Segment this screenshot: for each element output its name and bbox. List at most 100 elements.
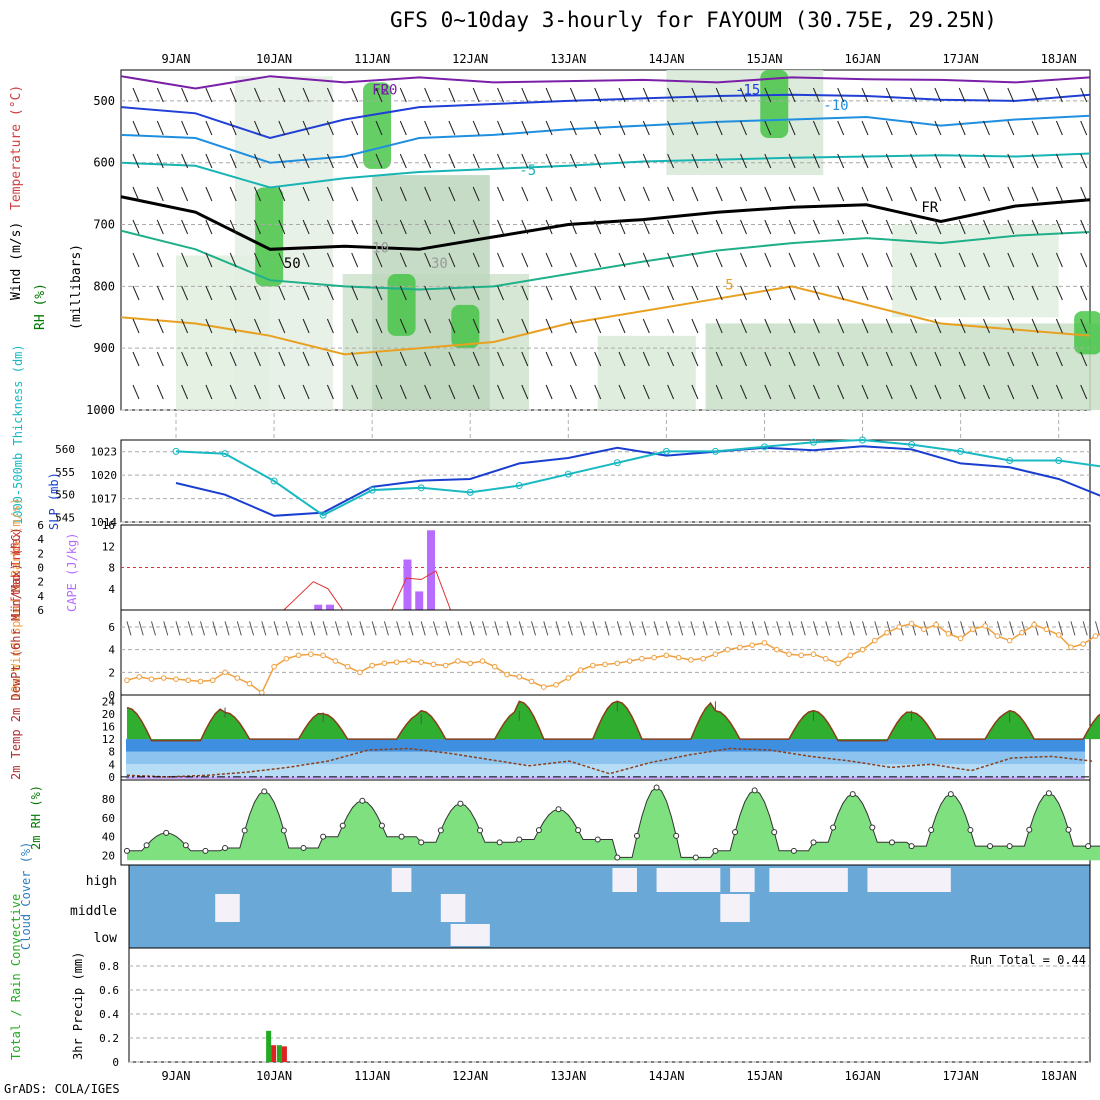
li-tick: 2 <box>37 547 44 560</box>
isotherm-0 <box>120 195 1091 251</box>
wind-barb <box>181 153 189 169</box>
precip-label: 3hr Precip (mm) <box>71 952 85 1060</box>
surface-wind-barb <box>138 621 144 636</box>
thickness-point <box>221 450 229 458</box>
surface-wind-barb <box>163 621 169 636</box>
wind-barb <box>618 252 626 268</box>
wind-barb <box>399 384 407 400</box>
surface-wind-barb <box>396 621 402 636</box>
wind-barb <box>764 351 772 367</box>
wind-barb <box>837 384 845 400</box>
wind-barb <box>448 384 456 400</box>
wind-barb <box>764 219 772 235</box>
wind-barb <box>910 285 918 301</box>
wind-speed-point <box>565 675 572 681</box>
slp-frame <box>120 439 1091 523</box>
wind-barb <box>788 120 796 136</box>
wind-barb <box>569 219 577 235</box>
wind-barb <box>642 186 650 202</box>
rh-core-area <box>387 274 416 336</box>
wind-barb <box>278 186 286 202</box>
rh-point <box>928 827 935 834</box>
cloud-block <box>656 868 721 892</box>
isotherm--20 <box>120 75 1091 90</box>
wind-barb <box>812 384 820 400</box>
wind-barb <box>497 351 504 367</box>
wind-barb <box>497 285 504 301</box>
wind-barb <box>1007 186 1015 202</box>
wind-barb <box>326 318 334 334</box>
wind-barb <box>885 186 893 202</box>
wind-barb <box>642 384 650 400</box>
x-tick-bottom: 13JAN <box>550 1069 586 1083</box>
wind-barb <box>983 285 990 301</box>
pressure-tick: 900 <box>93 341 115 355</box>
temp-band <box>126 751 1085 765</box>
wind-barb <box>326 87 334 103</box>
wind-speed-point <box>970 626 976 633</box>
temp-tick: 4 <box>108 758 115 771</box>
wind-barb <box>910 87 918 103</box>
grads-credit: GrADS: COLA/IGES <box>4 1082 120 1096</box>
wind-barb <box>375 186 383 202</box>
wind-barb <box>740 285 747 301</box>
rh-point <box>908 843 915 850</box>
cape-bar <box>415 591 424 610</box>
wind-barb <box>181 252 189 268</box>
dewpoint-line <box>126 747 1093 778</box>
rh-point <box>359 797 366 804</box>
precip-tick: 0.4 <box>99 1008 119 1021</box>
wind-barb <box>545 285 553 301</box>
wind-barb <box>424 186 432 202</box>
cape-tick: 4 <box>108 583 115 596</box>
thickness-point <box>613 459 621 467</box>
wind-barb <box>351 186 359 202</box>
wind-barb <box>1031 318 1039 334</box>
x-tick-bottom: 9JAN <box>162 1069 191 1083</box>
wind-barb <box>1031 186 1039 202</box>
x-tick-bottom: 14JAN <box>648 1069 684 1083</box>
wind-barb <box>618 153 626 169</box>
wind-barb <box>326 153 334 169</box>
rh-point <box>202 847 209 854</box>
wind-barb <box>885 285 893 301</box>
cloud-block <box>215 894 240 922</box>
wind-barb <box>472 219 480 235</box>
wind-speed-point <box>773 646 780 653</box>
wind-barb <box>156 252 164 268</box>
surface-wind-barb <box>849 621 855 636</box>
wind-barb <box>691 219 699 235</box>
pressure-tick: 700 <box>93 218 115 232</box>
wind-barb <box>618 384 626 400</box>
wind-barb <box>521 384 529 400</box>
wind-speed-point <box>173 676 179 682</box>
wind-barb <box>983 318 990 334</box>
wind-barb <box>375 219 383 235</box>
wind-barb <box>788 285 796 301</box>
rh-point <box>653 784 660 791</box>
surface-wind-barb <box>261 621 267 636</box>
wind-barb <box>351 285 359 301</box>
wind-barb <box>278 219 286 235</box>
surface-wind-barb <box>359 621 365 636</box>
rh-shade-area <box>597 335 696 410</box>
surface-wind-barb <box>580 621 586 636</box>
thickness-point <box>270 477 278 485</box>
surface-wind-barb <box>432 621 438 636</box>
wind-barb <box>667 87 675 103</box>
wind-barb <box>326 252 334 268</box>
thickness-point <box>466 488 474 496</box>
wind-speed-point <box>295 652 302 659</box>
rh-point <box>437 827 444 834</box>
rh-point <box>339 822 346 829</box>
isotherm-5 <box>120 229 1091 291</box>
surface-wind-barb <box>567 621 573 636</box>
rh-tick: 60 <box>102 812 115 825</box>
wind-barb <box>618 285 626 301</box>
wind-barb <box>1080 186 1088 202</box>
thickness-tick: 550 <box>55 489 75 502</box>
wind-barb <box>399 285 407 301</box>
wind-barb <box>545 384 553 400</box>
wind-barb <box>934 120 942 136</box>
